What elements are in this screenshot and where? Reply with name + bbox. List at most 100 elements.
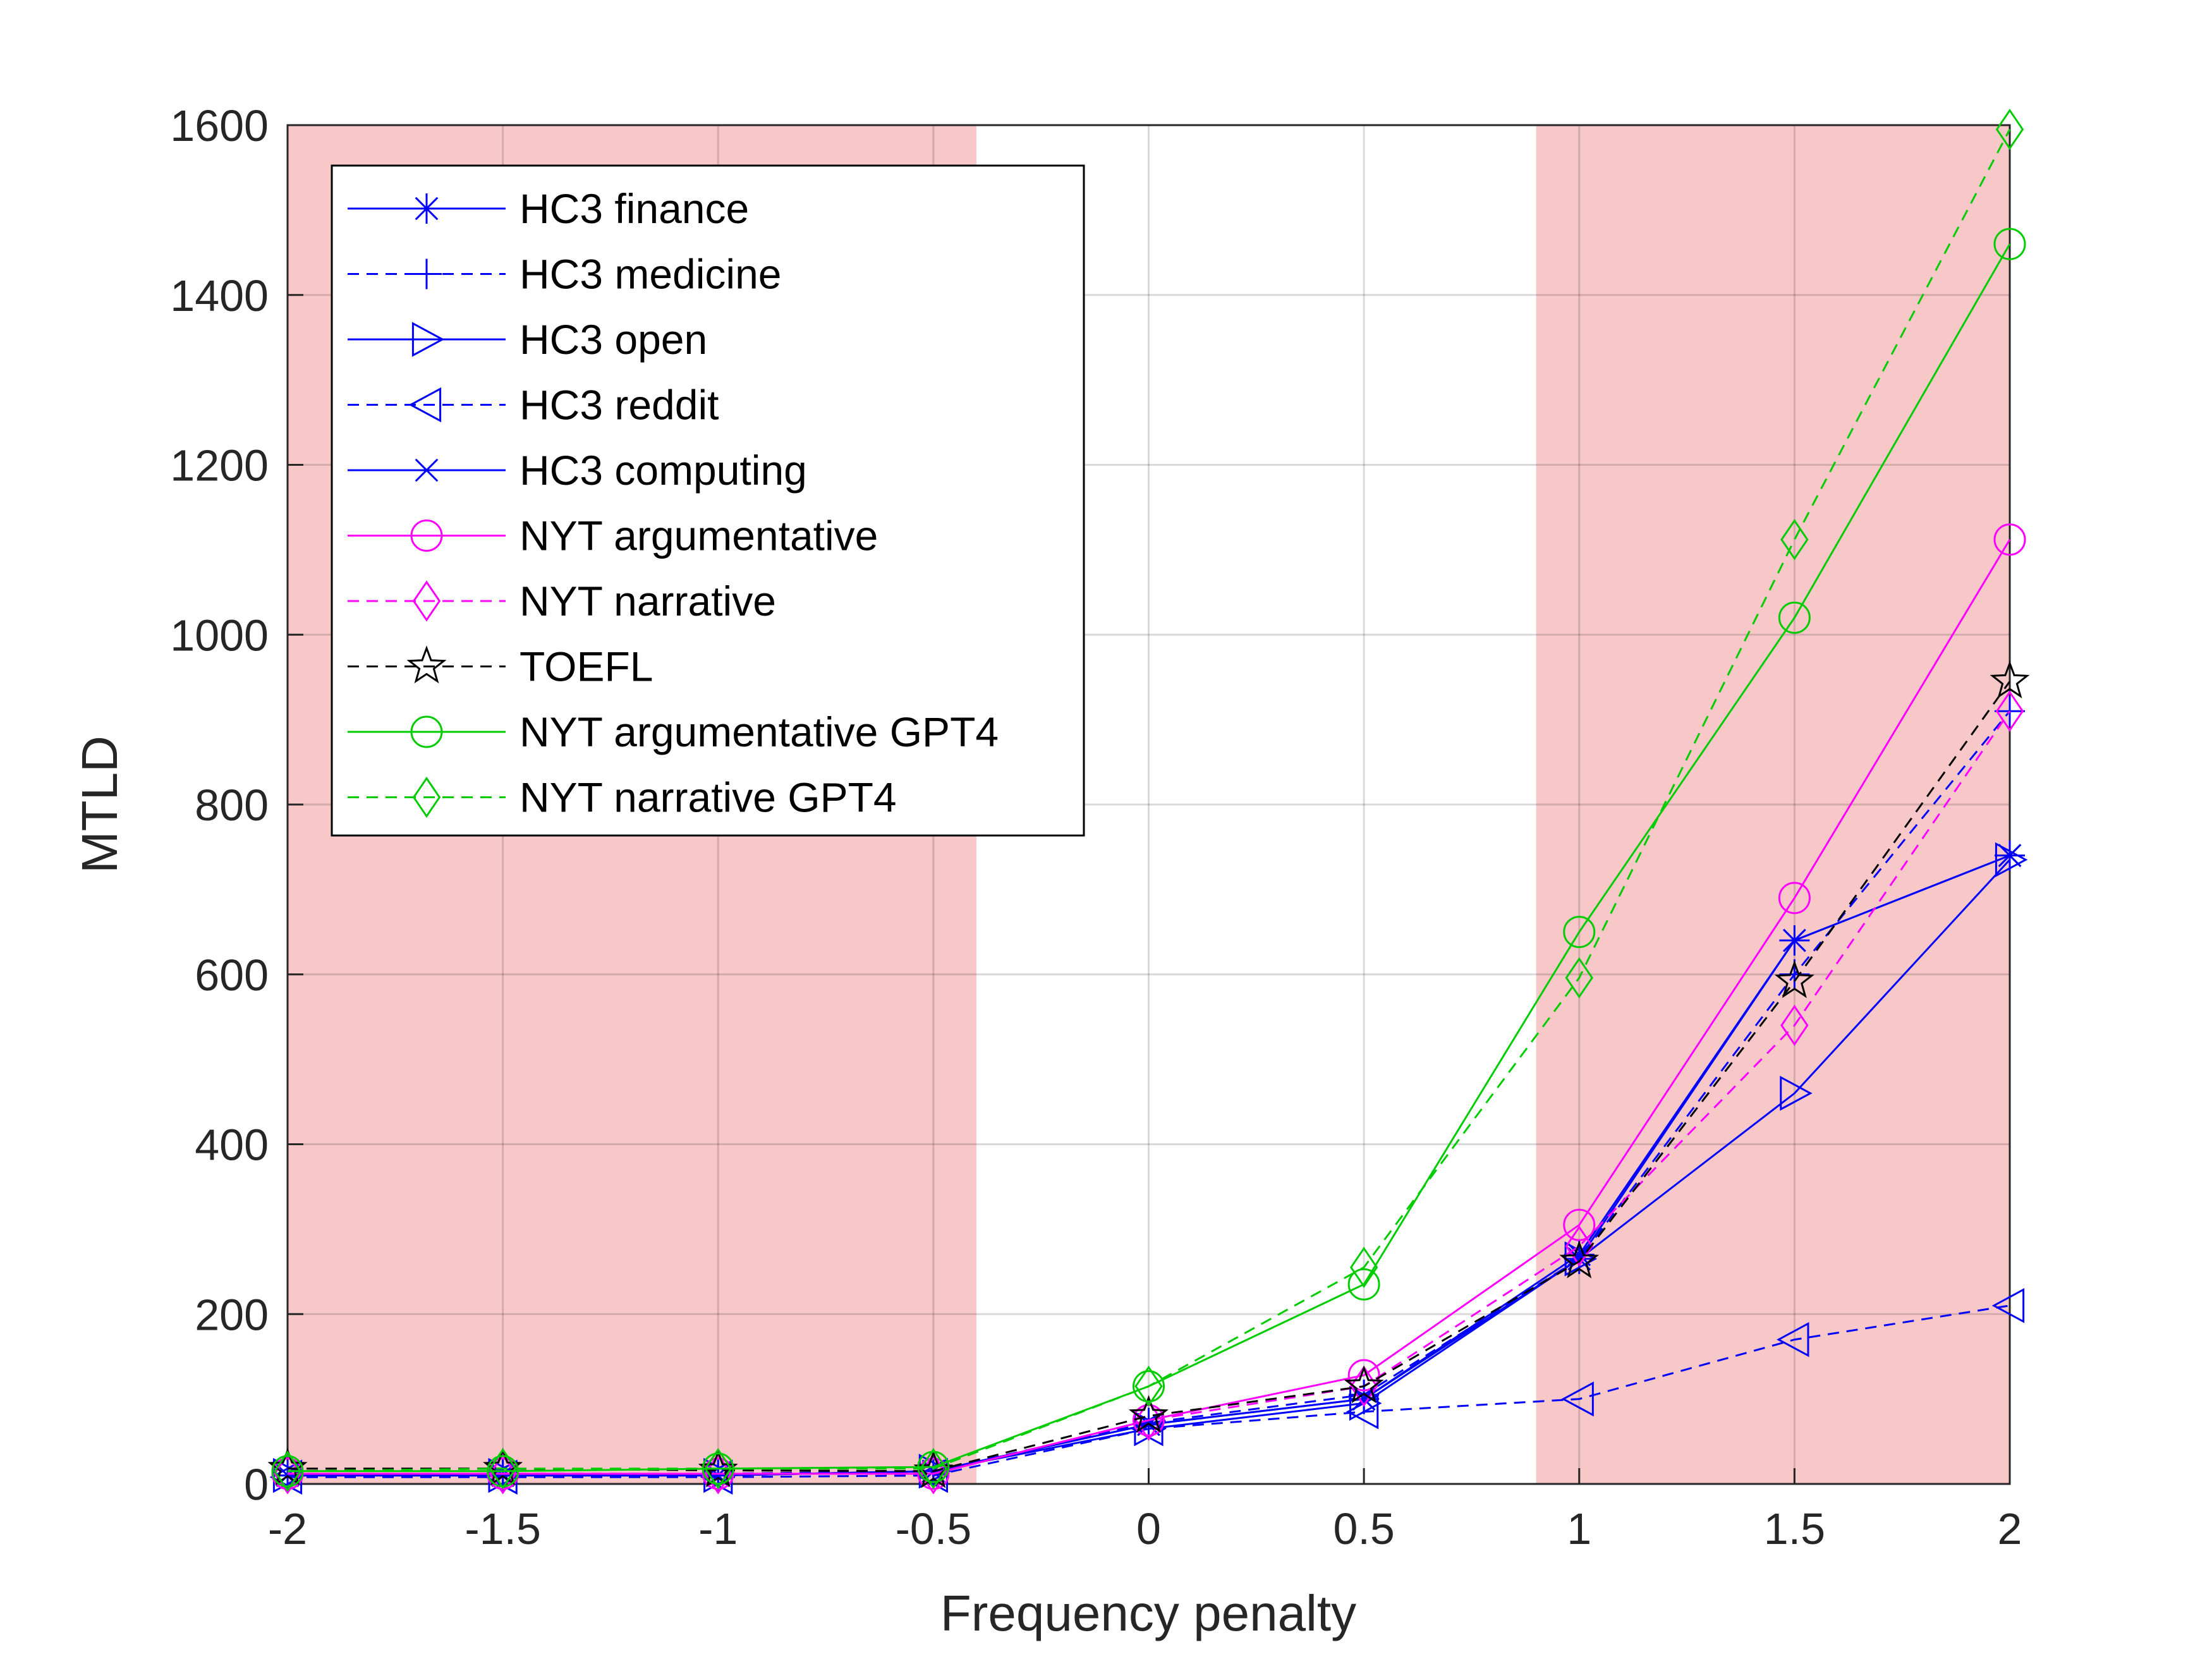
legend-marker xyxy=(411,322,445,357)
y-tick-label: 200 xyxy=(195,1290,269,1339)
y-tick-label: 800 xyxy=(195,781,269,830)
legend-box xyxy=(331,164,1085,837)
x-tick-label: -1.5 xyxy=(465,1504,541,1553)
legend-label: NYT argumentative GPT4 xyxy=(520,708,999,755)
legend-marker xyxy=(410,715,443,748)
data-point-marker xyxy=(1995,842,2028,878)
data-point-marker xyxy=(271,1455,304,1488)
y-tick-label: 1600 xyxy=(170,101,269,150)
axes: -2 -1.5 -1 -0.5 0 0.5 1 1.5 2 0 200 400 600 800 1000 12… xyxy=(170,101,2022,1553)
y-axis-title: MTLD xyxy=(71,736,128,873)
legend-marker xyxy=(412,776,441,818)
legend-label: HC3 computing xyxy=(520,447,807,494)
legend-label: HC3 reddit xyxy=(520,382,719,428)
data-point-marker xyxy=(1133,1370,1165,1402)
legend-item: HC3 reddit xyxy=(348,382,719,428)
data-point-marker xyxy=(1995,109,2024,150)
data-point-marker xyxy=(1565,957,1593,999)
data-point-marker xyxy=(698,1449,738,1488)
legend-label: NYT narrative xyxy=(520,578,776,624)
series xyxy=(267,109,2030,1495)
data-point-marker xyxy=(1783,928,1806,952)
y-tick-label: 1400 xyxy=(170,271,269,320)
x-axis-title: Frequency penalty xyxy=(940,1585,1356,1641)
x-tick-label: 0.5 xyxy=(1333,1504,1394,1553)
legend-item: HC3 medicine xyxy=(348,251,782,298)
legend-item: HC3 open xyxy=(348,316,707,363)
data-point-marker xyxy=(273,1450,302,1492)
data-point-marker xyxy=(1998,844,2022,867)
legend-marker xyxy=(411,258,442,289)
data-point-marker xyxy=(1349,1246,1378,1289)
legend-label: NYT argumentative xyxy=(520,513,878,559)
data-point-marker xyxy=(1347,1359,1380,1392)
x-tick-label: 1.5 xyxy=(1764,1504,1825,1553)
data-point-marker xyxy=(1780,1076,1813,1111)
data-point-marker xyxy=(1559,1240,1600,1279)
legend-marker xyxy=(412,580,441,622)
data-point-marker xyxy=(1777,1322,1809,1358)
data-point-marker xyxy=(1780,1004,1809,1047)
data-point-marker xyxy=(704,1453,732,1495)
data-point-marker xyxy=(489,1448,517,1490)
legend-item: NYT argumentative xyxy=(348,513,878,559)
legend-marker xyxy=(408,387,442,423)
y-tick-label: 600 xyxy=(195,951,269,1000)
legend-item: TOEFL xyxy=(348,643,653,690)
y-tick-label: 400 xyxy=(195,1121,269,1170)
series-line xyxy=(288,1304,2010,1478)
data-point-marker xyxy=(1134,1365,1163,1407)
data-point-marker xyxy=(1993,523,2026,556)
series-nyt-narrative-gpt4 xyxy=(273,109,2024,1492)
data-point-marker xyxy=(1990,660,2030,699)
data-point-marker xyxy=(273,1453,302,1495)
legend-label: HC3 medicine xyxy=(520,251,782,298)
legend-item: HC3 finance xyxy=(348,185,749,232)
data-point-marker xyxy=(913,1450,954,1488)
legend-marker xyxy=(410,520,443,552)
data-point-marker xyxy=(704,1448,732,1490)
data-point-marker xyxy=(917,1450,950,1483)
legend-marker xyxy=(411,193,442,224)
data-point-marker xyxy=(489,1453,517,1495)
legend: HC3 finance HC3 medicine HC3 open HC3 reddi… xyxy=(331,164,1085,837)
legend-marker xyxy=(406,645,447,684)
data-point-marker xyxy=(1995,690,2024,732)
y-tick-label: 1200 xyxy=(170,441,269,490)
y-tick-label: 1000 xyxy=(170,611,269,660)
x-tick-label: 1 xyxy=(1567,1504,1591,1553)
legend-label: HC3 open xyxy=(520,316,707,363)
series-line xyxy=(288,710,2011,1475)
data-point-marker xyxy=(1993,228,2026,260)
series-line xyxy=(287,129,2011,1473)
legend-item: NYT narrative xyxy=(348,578,776,624)
data-point-marker xyxy=(1780,519,1809,561)
data-point-marker xyxy=(1995,696,2025,727)
x-tick-label: -0.5 xyxy=(896,1504,972,1553)
data-point-marker xyxy=(1561,1381,1594,1417)
legend-label: NYT narrative GPT4 xyxy=(520,774,897,821)
x-tick-label: 0 xyxy=(1136,1504,1161,1553)
data-point-marker xyxy=(1563,916,1596,949)
legend-item: NYT argumentative GPT4 xyxy=(348,708,999,755)
data-point-marker xyxy=(919,1448,948,1490)
y-tick-label: 0 xyxy=(244,1460,269,1509)
data-point-marker xyxy=(1565,1225,1593,1267)
legend-item: HC3 computing xyxy=(348,447,807,494)
data-point-marker xyxy=(1774,960,1814,999)
data-point-marker xyxy=(1128,1395,1169,1433)
x-tick-label: -2 xyxy=(268,1504,307,1553)
shaded-region-2 xyxy=(1536,125,2010,1484)
legend-label: HC3 finance xyxy=(520,185,749,232)
data-point-marker xyxy=(1347,1268,1380,1301)
legend-label: TOEFL xyxy=(520,643,653,690)
legend-item: NYT narrative GPT4 xyxy=(348,774,897,821)
data-point-marker xyxy=(1991,1288,2025,1323)
data-point-marker xyxy=(1778,601,1811,634)
x-tick-label: -1 xyxy=(698,1504,738,1553)
data-point-marker xyxy=(1344,1365,1384,1404)
legend-marker xyxy=(415,458,439,482)
x-tick-label: 2 xyxy=(1998,1504,2022,1553)
data-point-marker xyxy=(1563,1208,1596,1241)
